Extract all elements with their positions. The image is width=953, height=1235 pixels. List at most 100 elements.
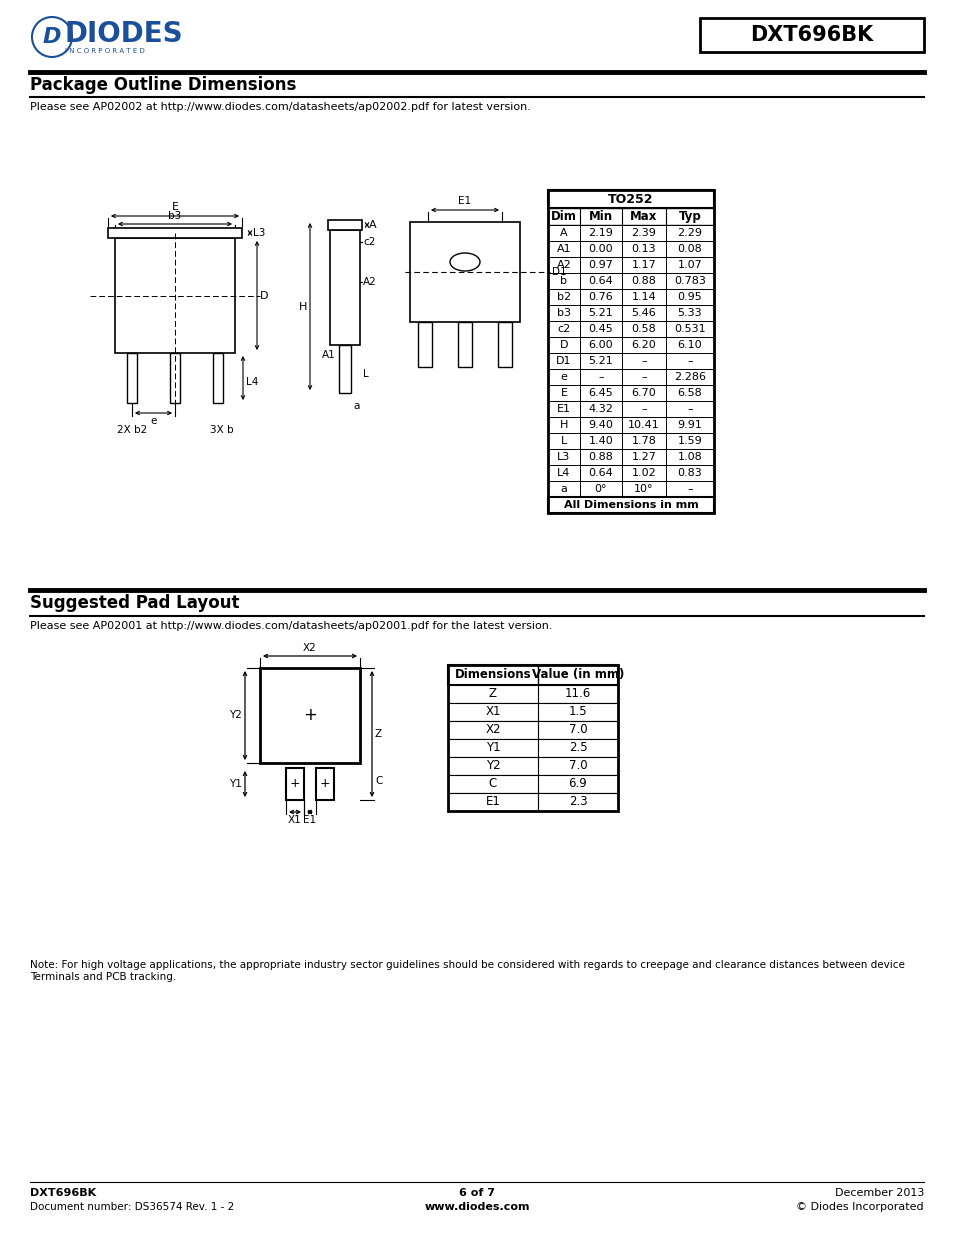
- Text: 6 of 7: 6 of 7: [458, 1188, 495, 1198]
- Bar: [547, 257, 713, 273]
- Text: 0.88: 0.88: [588, 452, 613, 462]
- Text: 0.83: 0.83: [677, 468, 701, 478]
- Text: e: e: [560, 372, 567, 382]
- Bar: [547, 433, 713, 450]
- Text: 10°: 10°: [634, 484, 653, 494]
- Text: 6.10: 6.10: [677, 340, 701, 350]
- Text: 5.33: 5.33: [677, 308, 701, 317]
- Text: 0.64: 0.64: [588, 275, 613, 287]
- Text: 2.29: 2.29: [677, 228, 701, 238]
- Text: H: H: [298, 301, 307, 311]
- Text: L4: L4: [557, 468, 570, 478]
- Text: 0.13: 0.13: [631, 245, 656, 254]
- Text: Please see AP02002 at http://www.diodes.com/datasheets/ap02002.pdf for latest ve: Please see AP02002 at http://www.diodes.…: [30, 103, 530, 112]
- Bar: [213, 353, 223, 403]
- Text: 0.00: 0.00: [588, 245, 613, 254]
- Text: All Dimensions in mm: All Dimensions in mm: [563, 500, 698, 510]
- Text: +: +: [319, 778, 330, 790]
- Bar: [448, 664, 618, 685]
- Bar: [547, 401, 713, 417]
- Text: 0.531: 0.531: [674, 324, 705, 333]
- Bar: [330, 230, 359, 345]
- Text: c2: c2: [557, 324, 570, 333]
- Text: December 2013: December 2013: [834, 1188, 923, 1198]
- Text: H: H: [559, 420, 568, 430]
- Text: 1.5: 1.5: [568, 705, 587, 719]
- Bar: [328, 220, 361, 230]
- Text: 0.88: 0.88: [631, 275, 656, 287]
- Text: E1: E1: [485, 795, 500, 809]
- Text: c2: c2: [363, 237, 375, 247]
- Text: D1: D1: [556, 356, 571, 366]
- Text: Dimensions: Dimensions: [455, 668, 531, 682]
- Text: Value (in mm): Value (in mm): [531, 668, 623, 682]
- Bar: [547, 305, 713, 321]
- Text: 0.76: 0.76: [588, 291, 613, 303]
- Text: 9.91: 9.91: [677, 420, 701, 430]
- Text: DIODES: DIODES: [65, 20, 183, 48]
- Text: 7.0: 7.0: [568, 760, 587, 773]
- Text: +: +: [290, 778, 300, 790]
- Text: A1: A1: [322, 350, 335, 359]
- Text: Note: For high voltage applications, the appropriate industry sector guidelines : Note: For high voltage applications, the…: [30, 960, 904, 982]
- Text: 6.58: 6.58: [677, 388, 701, 398]
- Bar: [547, 273, 713, 289]
- Text: –: –: [686, 484, 692, 494]
- Text: E: E: [172, 203, 178, 212]
- Circle shape: [32, 17, 71, 57]
- Bar: [547, 369, 713, 385]
- Text: © Diodes Incorporated: © Diodes Incorporated: [796, 1202, 923, 1212]
- Bar: [448, 664, 618, 811]
- Text: a: a: [560, 484, 567, 494]
- Text: X2: X2: [303, 643, 316, 653]
- Bar: [448, 685, 618, 703]
- Text: 0.783: 0.783: [674, 275, 705, 287]
- Text: L: L: [363, 369, 369, 379]
- Bar: [547, 466, 713, 480]
- Text: 0.95: 0.95: [677, 291, 701, 303]
- Text: 9.40: 9.40: [588, 420, 613, 430]
- Bar: [338, 345, 351, 393]
- Bar: [417, 322, 432, 367]
- Text: X2: X2: [485, 724, 500, 736]
- Text: 1.40: 1.40: [588, 436, 613, 446]
- Bar: [170, 353, 180, 403]
- Text: a: a: [353, 401, 359, 411]
- Bar: [547, 190, 713, 513]
- Text: 1.08: 1.08: [677, 452, 701, 462]
- Text: 7.0: 7.0: [568, 724, 587, 736]
- Bar: [547, 289, 713, 305]
- Bar: [547, 450, 713, 466]
- Text: A2: A2: [556, 261, 571, 270]
- Text: Please see AP02001 at http://www.diodes.com/datasheets/ap02001.pdf for the lates: Please see AP02001 at http://www.diodes.…: [30, 621, 552, 631]
- Text: –: –: [640, 372, 646, 382]
- Text: A1: A1: [557, 245, 571, 254]
- Text: 2.19: 2.19: [588, 228, 613, 238]
- Text: +: +: [303, 706, 316, 725]
- Text: 1.59: 1.59: [677, 436, 701, 446]
- Bar: [448, 739, 618, 757]
- Text: L4: L4: [246, 377, 258, 387]
- Bar: [260, 668, 359, 763]
- Text: D1: D1: [552, 267, 566, 277]
- Text: 6.00: 6.00: [588, 340, 613, 350]
- Bar: [700, 19, 923, 52]
- Text: 10.41: 10.41: [627, 420, 659, 430]
- Text: E1: E1: [303, 815, 316, 825]
- Text: 0.64: 0.64: [588, 468, 613, 478]
- Text: 2.3: 2.3: [568, 795, 587, 809]
- Text: Dim: Dim: [551, 210, 577, 224]
- Text: b3: b3: [557, 308, 571, 317]
- Text: 6.45: 6.45: [588, 388, 613, 398]
- Bar: [448, 776, 618, 793]
- Text: e: e: [151, 416, 156, 426]
- Text: L3: L3: [253, 228, 265, 238]
- Text: Typ: Typ: [678, 210, 700, 224]
- Text: b2: b2: [557, 291, 571, 303]
- Text: 5.21: 5.21: [588, 308, 613, 317]
- Bar: [547, 417, 713, 433]
- Text: www.diodes.com: www.diodes.com: [424, 1202, 529, 1212]
- Text: C: C: [488, 778, 497, 790]
- Text: 5.21: 5.21: [588, 356, 613, 366]
- Text: 3X b: 3X b: [210, 425, 233, 435]
